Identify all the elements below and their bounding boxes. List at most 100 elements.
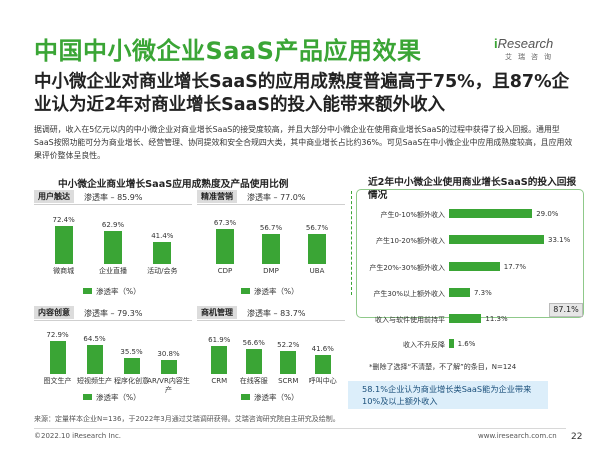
panel-legend: 渗透率（%） [241, 286, 299, 297]
panel-legend: 渗透率（%） [83, 392, 141, 403]
bar [211, 346, 228, 374]
panel-divider [197, 320, 345, 321]
copyright: ©2022.10 iResearch Inc. [34, 432, 122, 440]
bar [54, 225, 73, 264]
intro-paragraph: 据调研，收入在5亿元以内的中小微企业对商业增长SaaS的接受度较高，并且大部分中… [34, 125, 573, 160]
slide-title: 中国中小微企业SaaS产品应用效果 [34, 37, 422, 65]
hbar-category-label: 产生20%-30%额外收入 [369, 264, 445, 272]
panel-rate: 渗透率 – 85.9% [84, 193, 143, 202]
page-number: 22 [571, 432, 583, 442]
hbar-category-label: 收入与软件使用前持平 [375, 316, 445, 324]
panel-divider [34, 204, 192, 205]
bar-category-label: 活动/会务 [147, 267, 178, 275]
bar [153, 242, 172, 264]
bar-category-label: 图文生产 [43, 377, 72, 385]
bar-value-label: 62.9% [101, 220, 125, 229]
bar [314, 355, 331, 374]
logo-wordmark: iResearch [494, 36, 554, 51]
legend-swatch [83, 394, 92, 400]
bar-category-label: 程序化创意 [114, 377, 149, 385]
hbar-value-label: 29.0% [536, 210, 559, 218]
panel-legend: 渗透率（%） [83, 286, 141, 297]
bar-category-label: DMP [263, 267, 279, 275]
bar-category-label: 企业直播 [99, 267, 127, 275]
source-note: 来源：定量样本企业N=136，于2022年3月通过艾瑞调研获得。艾瑞咨询研究院自… [34, 415, 340, 423]
panel-rate: 渗透率 – 83.7% [247, 309, 306, 318]
website-link[interactable]: www.iresearch.com.cn [478, 432, 557, 440]
chart-note: *删除了选择“不清楚，不了解”的条目，N=124 [369, 363, 517, 371]
bar-value-label: 52.2% [277, 340, 300, 349]
hbar-category-label: 产生30%以上额外收入 [373, 290, 445, 298]
hbar-category-label: 产生10-20%额外收入 [376, 237, 445, 245]
legend-label: 渗透率（%） [96, 393, 141, 402]
hbar-category-label: 产生0-10%额外收入 [380, 211, 445, 219]
bar [308, 234, 326, 264]
bar [280, 350, 297, 374]
legend-label: 渗透率（%） [254, 393, 299, 402]
panel-tag: 内容创意 [34, 306, 74, 319]
panel-3: 商机管理 渗透率 – 83.7% 61.9% CRM 56.6% 在线客服 52.2% SCR… [197, 306, 345, 406]
panel-tag: 精准营销 [197, 190, 237, 203]
bar [216, 228, 234, 264]
hbar [449, 262, 500, 271]
bar-value-label: 64.5% [83, 334, 106, 343]
bar-category-label: CDP [217, 267, 233, 275]
panel-tag: 商机管理 [197, 306, 237, 319]
footer-divider [34, 428, 566, 429]
bar-value-label: 41.4% [151, 232, 174, 241]
bar [123, 358, 140, 374]
legend-swatch [241, 288, 250, 294]
bar-value-label: 35.5% [120, 348, 143, 357]
bar-category-label: CRM [211, 377, 228, 385]
group-total-badge: 87.1% [549, 303, 583, 317]
panel-legend: 渗透率（%） [241, 392, 299, 403]
bar-category-label: 在线客服 [239, 377, 268, 385]
bracket-dashed-line [351, 191, 352, 295]
panel-divider [197, 204, 345, 205]
panel-2: 内容创意 渗透率 – 79.3% 72.9% 图文生产 64.5% 短视频生产 35.5% 程… [34, 306, 192, 406]
bar-category-label: SCRM [278, 377, 299, 385]
right-chart-title: 近2年中小微企业使用商业增长SaaS的投入回报情况 [368, 177, 577, 201]
bar [49, 341, 66, 374]
hbar-category-label: 收入不升反降 [403, 341, 445, 349]
hbar [449, 209, 533, 218]
panel-0: 用户触达 渗透率 – 85.9% 72.4% 微商城 62.9% 企业直播 41.4% 活动/… [34, 190, 192, 300]
callout-box: 58.1%企业认为商业增长类SaaS能为企业带来10%及以上额外收入 [348, 381, 548, 409]
panel-1: 精准营销 渗透率 – 77.0% 67.3% CDP 56.7% DMP 56.7% UBA 渗… [197, 190, 345, 300]
hbar-value-label: 1.6% [457, 340, 476, 348]
logo-subtitle: 艾瑞咨询 [505, 53, 557, 61]
left-chart-title: 中小微企业商业增长SaaS应用成熟度及产品使用比例 [58, 179, 289, 190]
bar [262, 234, 280, 264]
headline: 中小微企业对商业增长SaaS的应用成熟度普遍高于75%，且87%企业认为近2年对… [34, 72, 570, 115]
bar-value-label: 56.6% [242, 338, 265, 347]
hbar [449, 235, 544, 244]
legend-label: 渗透率（%） [254, 287, 299, 296]
iresearch-logo: iResearch 艾瑞咨询 [494, 36, 564, 62]
bar-value-label: 72.9% [46, 331, 69, 340]
hbar [449, 288, 470, 297]
bar-category-label: 微商城 [53, 267, 75, 275]
legend-swatch [241, 394, 250, 400]
hbar-value-label: 11.3% [485, 315, 508, 323]
bar-value-label: 61.9% [208, 336, 231, 345]
bar [160, 360, 177, 374]
bar [86, 344, 103, 374]
panel-tag: 用户触达 [34, 190, 74, 203]
bar-value-label: 41.6% [311, 345, 334, 354]
bar [245, 348, 262, 374]
bar-value-label: 56.7% [305, 224, 329, 233]
bar-category-label: AR/VR内容生产 [147, 377, 190, 394]
panel-rate: 渗透率 – 79.3% [84, 309, 143, 318]
bar-category-label: 短视频生产 [77, 377, 112, 385]
hbar [449, 314, 482, 323]
legend-swatch [83, 288, 92, 294]
panel-divider [34, 320, 192, 321]
bar-category-label: UBA [309, 267, 325, 275]
bar-value-label: 30.8% [157, 350, 180, 359]
hbar-value-label: 17.7% [503, 263, 527, 271]
bar-value-label: 56.7% [259, 224, 283, 233]
panel-rate: 渗透率 – 77.0% [247, 193, 306, 202]
legend-label: 渗透率（%） [96, 287, 141, 296]
hbar [449, 339, 454, 348]
bar [104, 230, 122, 264]
